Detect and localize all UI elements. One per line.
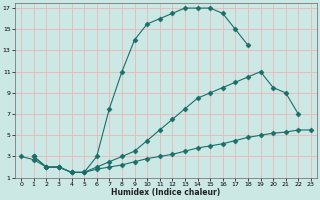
X-axis label: Humidex (Indice chaleur): Humidex (Indice chaleur) [111, 188, 221, 197]
